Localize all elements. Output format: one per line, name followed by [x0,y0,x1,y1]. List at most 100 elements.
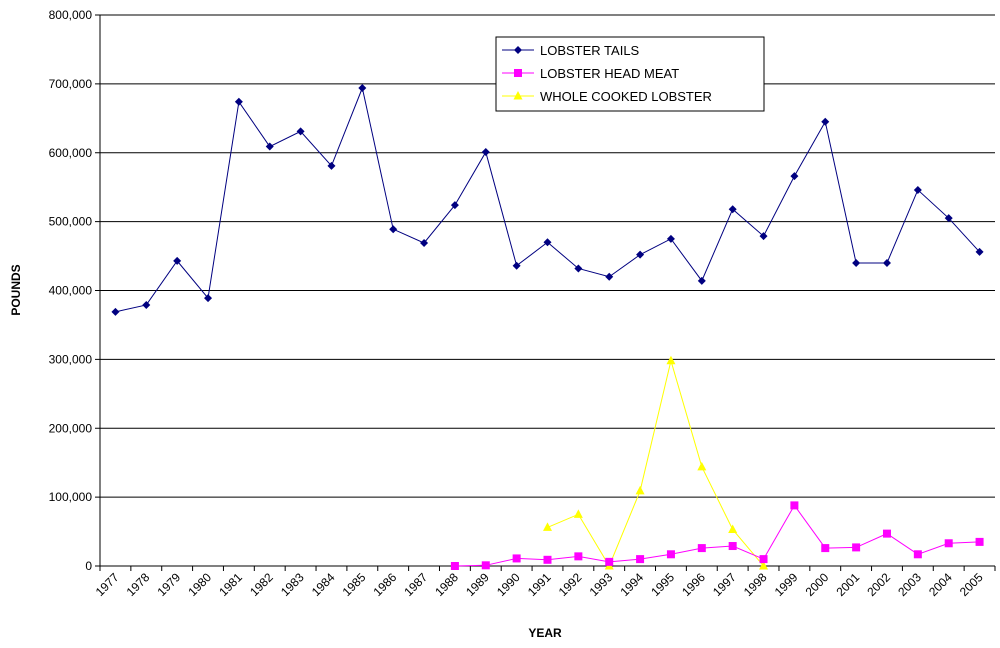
data-point [913,550,922,559]
data-point [574,264,583,273]
data-point [636,555,645,564]
data-point [790,501,799,510]
data-point [790,172,799,181]
y-tick-label: 100,000 [49,490,93,504]
x-tick-label: 1983 [278,570,307,599]
y-tick-label: 600,000 [49,146,93,160]
x-tick-label: 1982 [247,570,276,599]
x-tick-label: 1992 [556,570,585,599]
y-tick-label: 500,000 [49,215,93,229]
data-point [420,238,429,247]
data-point [543,522,552,531]
x-tick-label: 1977 [93,570,122,599]
x-tick-label: 1980 [185,570,214,599]
data-point [543,555,552,564]
x-tick-label: 2000 [803,570,832,599]
data-point [543,238,552,247]
data-point [512,554,521,563]
data-point [666,355,676,365]
data-point [204,294,213,303]
data-point [944,214,953,223]
x-tick-label: 1988 [432,570,461,599]
data-point [481,561,490,570]
x-tick-label: 1981 [216,570,245,599]
series-line [115,86,980,313]
data-point [574,552,583,561]
y-axis-title: POUNDS [9,264,23,315]
data-point [481,148,490,157]
data-point [728,542,737,551]
data-point [697,461,707,471]
data-point [852,543,861,552]
x-tick-label: 1987 [401,570,430,599]
data-point [975,247,984,256]
x-tick-label: 2001 [833,570,862,599]
x-axis-title: YEAR [528,626,562,640]
x-tick-label: 2002 [864,570,893,599]
data-point [975,537,984,546]
legend-label: LOBSTER TAILS [540,43,640,58]
data-point [728,524,738,533]
series-line [547,358,764,568]
x-tick-label: 2005 [957,570,986,599]
data-point [142,300,151,309]
x-tick-label: 1984 [309,570,338,599]
x-tick-label: 1979 [154,570,183,599]
data-point [450,201,459,210]
data-point [882,258,891,267]
x-tick-label: 1978 [124,570,153,599]
data-point [450,562,459,570]
series-2 [543,355,769,570]
data-point [635,485,645,495]
data-point [173,256,182,265]
data-point [265,142,274,151]
x-tick-label: 1986 [371,570,400,599]
data-point [821,544,830,553]
data-point [358,84,367,93]
data-point [636,250,645,259]
data-point [852,258,861,267]
x-tick-label: 1994 [617,570,646,599]
legend-box [495,36,765,112]
data-point [759,232,768,241]
data-point [666,234,675,243]
data-point [605,272,614,281]
series-line [454,504,980,567]
x-tick-label: 1999 [772,570,801,599]
y-tick-label: 0 [85,559,92,573]
data-point [697,544,706,553]
data-point [512,261,521,270]
data-point [389,225,398,234]
x-tick-label: 1997 [710,570,739,599]
legend-marker [514,46,522,54]
series-group [111,84,984,570]
data-point [944,539,953,548]
data-point [327,161,336,170]
data-point [821,117,830,126]
y-tick-label: 700,000 [49,77,93,91]
x-tick-label: 1995 [648,570,677,599]
x-tick-label: 1993 [587,570,616,599]
y-tick-label: 400,000 [49,284,93,298]
y-axis-ticks: 0 100,000 200,000 300,000 400,000 500,000 600,… [49,8,100,573]
data-point [605,557,614,566]
x-tick-label: 1991 [525,570,554,599]
data-point [234,97,243,106]
x-tick-label: 1985 [340,570,369,599]
legend: LOBSTER TAILS LOBSTER HEAD MEAT WHOLE COOK… [495,36,765,112]
x-tick-label: 1990 [494,570,523,599]
x-tick-label: 2003 [895,570,924,599]
data-point [666,550,675,559]
data-point [728,205,737,214]
y-tick-label: 800,000 [49,8,93,22]
y-tick-label: 300,000 [49,352,93,366]
data-point [913,185,922,194]
series-1 [450,501,984,570]
legend-marker [514,69,522,77]
series-0 [111,84,984,316]
x-tick-label: 1989 [463,570,492,599]
legend-marker [513,91,523,100]
y-tick-label: 200,000 [49,421,93,435]
data-point [759,561,769,570]
